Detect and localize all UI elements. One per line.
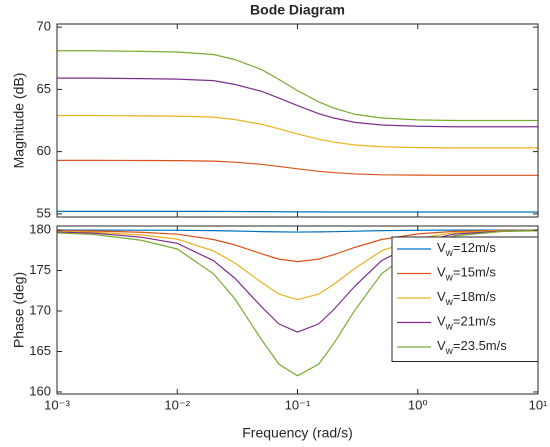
x-tick-label: 10⁻¹	[285, 397, 311, 412]
series-line	[57, 50, 538, 122]
legend-label: Vw=18m/s	[437, 289, 496, 307]
x-tick-label: 10⁻³	[44, 397, 70, 412]
legend-label: Vw=15m/s	[437, 265, 496, 283]
x-axis-label: Frequency (rad/s)	[242, 425, 352, 441]
series-line	[57, 210, 538, 213]
y-tick-label: 165	[29, 343, 51, 358]
y-tick-label: 70	[37, 19, 51, 34]
series-line	[56, 229, 538, 233]
chart-title: Bode Diagram	[250, 2, 345, 18]
series-line	[56, 229, 539, 263]
legend-label: Vw=23.5m/s	[437, 338, 507, 356]
legend-box	[391, 236, 539, 362]
legend-label: Vw=12m/s	[437, 240, 496, 258]
series-line	[57, 159, 538, 176]
y-tick-label: 65	[37, 81, 51, 96]
y-tick-label: 160	[29, 383, 51, 398]
y-tick-label: 60	[37, 143, 51, 158]
y-tick-label: 175	[29, 262, 51, 277]
x-tick-label: 10⁰	[408, 397, 428, 412]
y-axis-label: Magnitude (dB)	[11, 73, 27, 169]
y-tick-label: 180	[29, 221, 51, 236]
x-tick-label: 10¹	[529, 397, 548, 412]
series-line	[57, 114, 538, 149]
series-line	[57, 77, 538, 128]
y-axis-label: Phase (deg)	[11, 272, 27, 348]
legend-label: Vw=21m/s	[437, 314, 496, 332]
x-tick-label: 10⁻²	[164, 397, 190, 412]
y-tick-label: 55	[37, 205, 51, 220]
y-tick-label: 170	[29, 302, 51, 317]
